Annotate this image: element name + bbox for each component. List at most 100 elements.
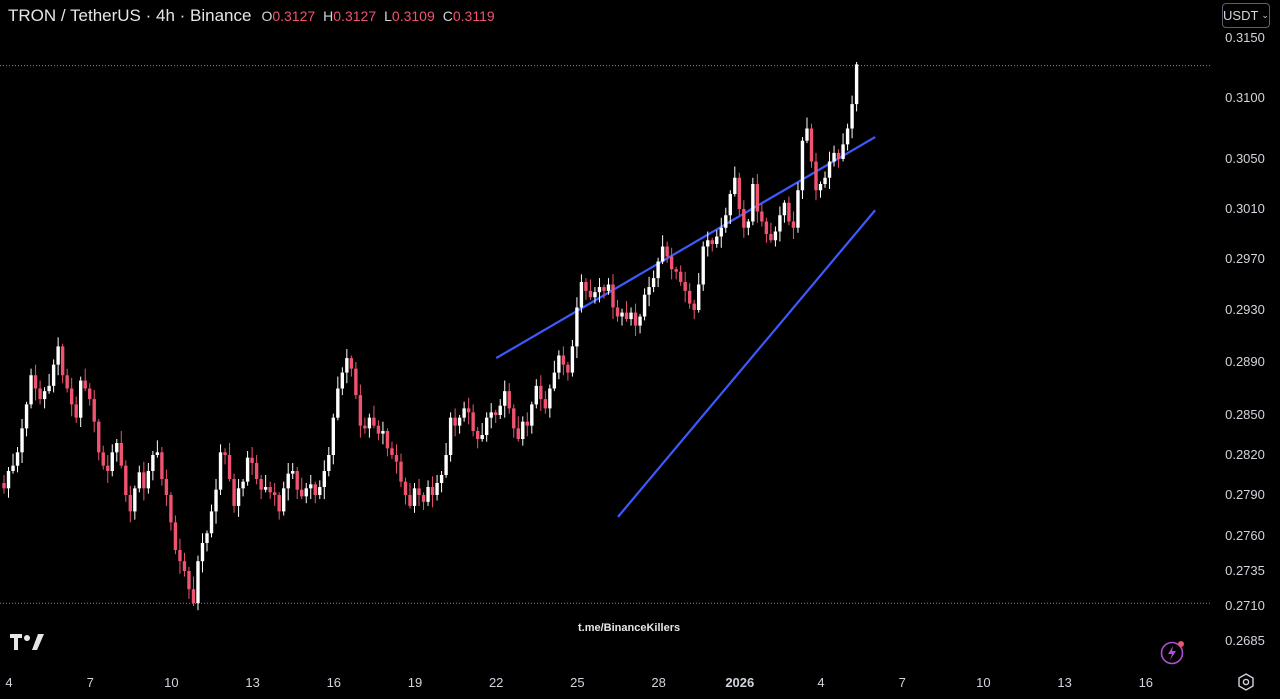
currency-label: USDT bbox=[1223, 8, 1259, 23]
candle-body bbox=[254, 463, 259, 479]
candle-body bbox=[426, 487, 430, 502]
candle-body bbox=[742, 209, 746, 228]
candle-body bbox=[196, 561, 200, 604]
candle-body bbox=[453, 417, 457, 426]
candle-body bbox=[724, 215, 728, 228]
candle-body bbox=[259, 479, 263, 490]
x-tick-label: 4 bbox=[817, 675, 824, 690]
candle-body bbox=[665, 246, 669, 257]
candle-body bbox=[778, 215, 782, 232]
candle-body bbox=[697, 284, 701, 310]
candle-body bbox=[115, 443, 119, 453]
y-tick-label: 0.3150 bbox=[1225, 30, 1265, 45]
y-tick-label: 0.3010 bbox=[1225, 201, 1265, 216]
candle-body bbox=[715, 236, 719, 244]
x-tick-label: 16 bbox=[327, 675, 341, 690]
candle-body bbox=[593, 292, 597, 298]
candle-body bbox=[809, 128, 814, 162]
ohlc-close: C0.3119 bbox=[442, 8, 495, 24]
candle-body bbox=[719, 227, 723, 237]
settings-icon[interactable] bbox=[1237, 673, 1255, 696]
candle-body bbox=[327, 455, 331, 471]
candle-body bbox=[124, 465, 128, 495]
x-tick-label: 25 bbox=[570, 675, 584, 690]
candle-body bbox=[88, 388, 92, 400]
chevron-down-icon: ⌄ bbox=[1261, 10, 1269, 20]
candle-body bbox=[214, 489, 218, 512]
candle-body bbox=[669, 256, 674, 270]
candle-body bbox=[430, 487, 435, 495]
candle-body bbox=[69, 388, 74, 405]
x-tick-label: 7 bbox=[899, 675, 906, 690]
candle-body bbox=[557, 355, 561, 373]
currency-select-button[interactable]: USDT ⌄ bbox=[1222, 3, 1270, 28]
candle-body bbox=[854, 64, 859, 105]
candle-body bbox=[6, 471, 11, 489]
x-tick-label: 13 bbox=[245, 675, 259, 690]
candle-body bbox=[539, 385, 543, 400]
candle-body bbox=[97, 421, 101, 453]
candle-body bbox=[733, 177, 737, 194]
candle-body bbox=[15, 452, 20, 466]
candle-body bbox=[245, 457, 250, 482]
tradingview-logo-icon[interactable] bbox=[10, 632, 44, 657]
candle-body bbox=[182, 561, 187, 571]
chart-header: TRON / TetherUS · 4h · Binance O0.3127 H… bbox=[8, 6, 503, 26]
y-tick-label: 0.3100 bbox=[1225, 90, 1265, 105]
candle-body bbox=[218, 452, 223, 490]
candle-body bbox=[33, 375, 38, 389]
candle-body bbox=[836, 152, 841, 159]
candle-body bbox=[281, 488, 286, 512]
candle-body bbox=[205, 533, 209, 543]
candle-body bbox=[336, 388, 340, 418]
candle-body bbox=[227, 455, 232, 479]
candle-body bbox=[60, 346, 65, 376]
candle-body bbox=[638, 316, 642, 326]
candle-body bbox=[51, 364, 56, 386]
candle-body bbox=[782, 202, 787, 216]
candle-body bbox=[503, 391, 507, 406]
candle-body bbox=[390, 448, 394, 455]
candle-body bbox=[444, 455, 448, 475]
candle-body bbox=[376, 425, 381, 434]
candle-body bbox=[272, 492, 277, 495]
candle-body bbox=[128, 495, 133, 512]
candle-body bbox=[755, 184, 760, 212]
candle-body bbox=[588, 290, 593, 298]
candle-body bbox=[543, 399, 548, 409]
candle-body bbox=[787, 202, 791, 222]
y-tick-label: 0.2820 bbox=[1225, 447, 1265, 462]
y-tick-label: 0.2685 bbox=[1225, 633, 1265, 648]
candle-body bbox=[394, 455, 399, 462]
x-tick-label: 4 bbox=[5, 675, 12, 690]
candle-body bbox=[566, 364, 570, 373]
candle-body bbox=[845, 128, 850, 145]
candle-body bbox=[737, 177, 742, 209]
candle-body bbox=[471, 412, 475, 431]
reference-lines bbox=[0, 65, 1212, 604]
candle-body bbox=[187, 571, 191, 590]
candle-body bbox=[462, 408, 466, 418]
x-tick-label: 19 bbox=[408, 675, 422, 690]
candle-body bbox=[435, 483, 439, 495]
candle-body bbox=[606, 284, 611, 291]
candle-body bbox=[345, 358, 349, 373]
candle-body bbox=[241, 481, 245, 489]
candle-body bbox=[151, 455, 155, 471]
candle-body bbox=[530, 404, 534, 426]
candle-body bbox=[263, 487, 268, 490]
candle-body bbox=[106, 465, 110, 471]
flash-icon[interactable] bbox=[1160, 640, 1186, 671]
candle-body bbox=[209, 511, 214, 534]
candle-body bbox=[512, 408, 516, 429]
x-tick-label: 22 bbox=[489, 675, 503, 690]
candle-body bbox=[710, 240, 714, 244]
candle-body bbox=[277, 495, 281, 512]
x-tick-label: 13 bbox=[1057, 675, 1071, 690]
candle-body bbox=[367, 417, 372, 429]
candle-body bbox=[439, 475, 444, 483]
symbol-title[interactable]: TRON / TetherUS · 4h · Binance bbox=[8, 6, 252, 25]
candle-body bbox=[286, 473, 290, 489]
candle-body bbox=[769, 234, 773, 241]
